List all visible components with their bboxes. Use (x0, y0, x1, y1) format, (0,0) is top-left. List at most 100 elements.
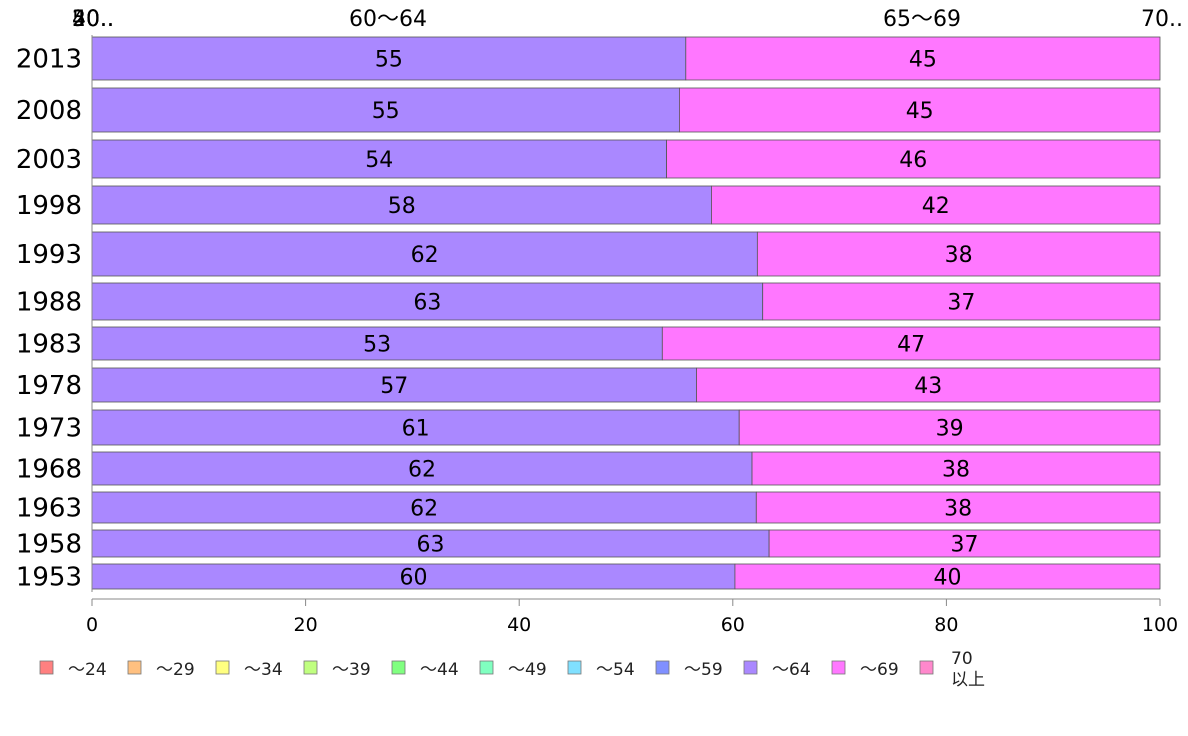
data-label-1958-9: 37 (951, 533, 979, 558)
y-tick-label-1958: 1958 (16, 530, 82, 560)
legend-swatch-2 (215, 660, 230, 675)
bar-row-1958: 63 37 (91, 529, 1161, 558)
bar-row-1953: 60 40 (91, 563, 1161, 591)
x-tick-label-20: 20 (294, 614, 318, 636)
legend-label-8: ～64 (772, 660, 811, 680)
bar-segment-2013-8 (91, 36, 687, 81)
bar-row-1968: 62 38 (91, 451, 1161, 486)
bar-segment-1998-9 (711, 185, 1161, 225)
bar-segment-1968-9 (751, 451, 1161, 486)
bar-row-1998: 58 42 (91, 185, 1161, 225)
legend-label-0: ～24 (68, 660, 107, 680)
data-label-1963-9: 38 (944, 497, 972, 522)
bar-segment-1963-8 (91, 491, 757, 524)
legend-swatch-8 (743, 660, 758, 675)
legend-label-9: ～69 (860, 660, 899, 680)
bar-row-2003: 54 46 (91, 139, 1161, 179)
y-tick-label-1998: 1998 (16, 191, 82, 221)
bar-segment-2003-9 (666, 139, 1161, 179)
top-label-start-2: 40.. (72, 7, 114, 32)
data-label-1963-8: 62 (410, 497, 438, 522)
bar-segment-2003-8 (91, 139, 667, 179)
bar-segment-2008-9 (679, 87, 1161, 133)
legend-label-4: ～44 (420, 660, 459, 680)
bar-row-1993: 62 38 (91, 231, 1161, 277)
x-tick-label-40: 40 (507, 614, 531, 636)
bars: 55 45 55 45 54 46 58 42 62 38 63 37 53 47 57 43 61 39 62 38… (91, 36, 1161, 591)
data-label-2003-8: 54 (365, 148, 393, 173)
bar-segment-1958-9 (768, 529, 1161, 558)
y-axis-labels: 2013 2008 2003 1998 1993 1988 1983 1978 1973 1968… (16, 35, 93, 593)
bar-segment-1988-8 (91, 282, 764, 321)
bar-segment-2013-9 (685, 36, 1161, 81)
bar-row-2013: 55 45 (91, 36, 1161, 81)
legend-swatch-5 (479, 660, 494, 675)
x-axis: 0 20 40 60 80 100 (86, 598, 1178, 636)
legend-label-10-line-0: 70 (951, 649, 973, 669)
bar-segment-1993-9 (756, 231, 1161, 277)
bar-segment-1983-9 (661, 326, 1161, 361)
legend-label-3: ～39 (332, 660, 371, 680)
y-tick-label-2003: 2003 (16, 145, 82, 175)
bar-row-1973: 61 39 (91, 409, 1161, 446)
data-label-1998-9: 42 (922, 194, 950, 219)
data-label-1988-8: 63 (413, 291, 441, 316)
y-tick-label-1953: 1953 (16, 563, 82, 593)
y-tick-label-1978: 1978 (16, 371, 82, 401)
data-label-1953-8: 60 (399, 566, 427, 591)
legend-label-5: ～49 (508, 660, 547, 680)
data-label-1953-9: 40 (933, 566, 961, 591)
data-label-1973-8: 61 (402, 417, 430, 442)
bar-segment-1983-8 (91, 326, 663, 361)
data-label-1983-9: 47 (897, 333, 925, 358)
y-tick-label-2013: 2013 (16, 45, 82, 75)
legend-swatch-0 (39, 660, 54, 675)
data-label-2003-9: 46 (899, 148, 927, 173)
data-label-1983-8: 53 (363, 333, 391, 358)
y-tick-label-1963: 1963 (16, 494, 82, 524)
legend-label-1: ～29 (156, 660, 195, 680)
bar-segment-1973-9 (738, 409, 1161, 446)
bar-row-1978: 57 43 (91, 367, 1161, 403)
legend-label-7: ～59 (684, 660, 723, 680)
y-tick-label-1983: 1983 (16, 330, 82, 360)
bar-row-2008: 55 45 (91, 87, 1161, 133)
data-label-1988-9: 37 (947, 291, 975, 316)
data-label-2013-8: 55 (375, 48, 403, 73)
y-tick-label-2008: 2008 (16, 96, 82, 126)
legend-swatch-7 (655, 660, 670, 675)
y-tick-label-1973: 1973 (16, 414, 82, 444)
bar-segment-1963-9 (755, 491, 1161, 524)
data-label-1973-9: 39 (936, 417, 964, 442)
y-tick-label-1968: 1968 (16, 455, 82, 485)
legend-swatch-3 (303, 660, 318, 675)
data-label-2008-8: 55 (372, 99, 400, 124)
data-label-1993-9: 38 (945, 243, 973, 268)
x-tick-label-60: 60 (721, 614, 745, 636)
top-label-65-69: 65～69 (883, 7, 961, 32)
top-label-start-1: 20.. (72, 7, 114, 32)
legend-label-10-line-1: 以上 (951, 670, 985, 690)
top-label-start-3: 50.. (72, 7, 114, 32)
data-label-1978-8: 57 (380, 374, 408, 399)
legend-label-6: ～54 (596, 660, 635, 680)
bar-segment-1993-8 (91, 231, 758, 277)
data-label-1978-9: 43 (914, 374, 942, 399)
data-label-2013-9: 45 (909, 48, 937, 73)
legend-swatch-1 (127, 660, 142, 675)
bar-row-1963: 62 38 (91, 491, 1161, 524)
bar-row-1983: 53 47 (91, 326, 1161, 361)
data-label-1968-9: 38 (942, 458, 970, 483)
x-tick-label-80: 80 (934, 614, 958, 636)
bar-segment-1978-9 (696, 367, 1161, 403)
bar-segment-1998-8 (91, 185, 712, 225)
bar-segment-1988-9 (762, 282, 1161, 321)
bar-segment-1953-9 (734, 563, 1161, 590)
x-tick-label-100: 100 (1142, 614, 1178, 636)
legend-swatch-6 (567, 660, 582, 675)
data-label-1958-8: 63 (417, 533, 445, 558)
data-label-1993-8: 62 (411, 243, 439, 268)
data-label-1998-8: 58 (388, 194, 416, 219)
